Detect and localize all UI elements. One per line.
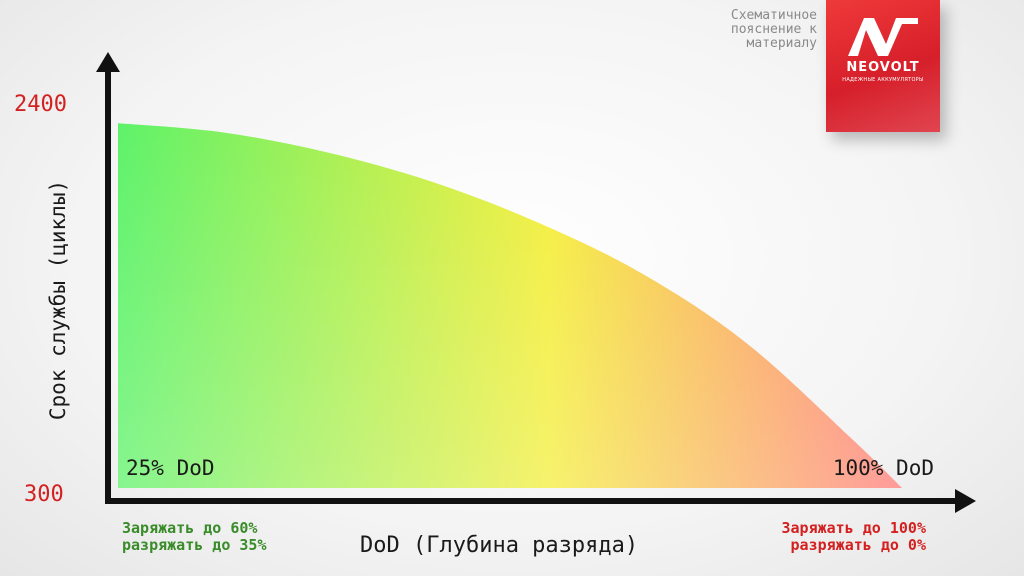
neovolt-logo: NEOVOLT НАДЕЖНЫЕ АККУМУЛЯТОРЫ [826, 0, 940, 132]
schema-note: Схематичное пояснение к материалу [731, 9, 817, 51]
schema-note-line2: пояснение к [730, 22, 817, 37]
logo-tagline: НАДЕЖНЫЕ АККУМУЛЯТОРЫ [842, 77, 924, 83]
note-left: Заряжать до 60% разряжать до 35% [122, 520, 267, 554]
logo-name: NEOVOLT [846, 60, 920, 75]
note-left-line1: Заряжать до 60% [122, 519, 258, 537]
y-tick-max: 2400 [14, 92, 67, 117]
note-right-line1: Заряжать до 100% [781, 519, 927, 537]
neovolt-logo-mark-icon [848, 18, 918, 56]
note-right-line2: разряжать до 0% [790, 536, 926, 554]
y-tick-min: 300 [24, 482, 64, 507]
x-axis-arrow [955, 489, 976, 513]
area-highlight [118, 123, 902, 488]
y-axis-title: Срок службы (циклы) [46, 179, 70, 421]
x-axis-title: DoD (Глубина разряда) [360, 533, 639, 558]
dod-25-label: 25% DoD [126, 456, 215, 480]
dod-100-label: 100% DoD [832, 456, 934, 480]
note-left-line2: разряжать до 35% [122, 536, 267, 554]
schema-note-line1: Схематичное [730, 8, 817, 23]
y-axis-arrow [96, 52, 120, 72]
note-right: Заряжать до 100% разряжать до 0% [782, 520, 927, 554]
schema-note-line3: материалу [746, 36, 817, 51]
